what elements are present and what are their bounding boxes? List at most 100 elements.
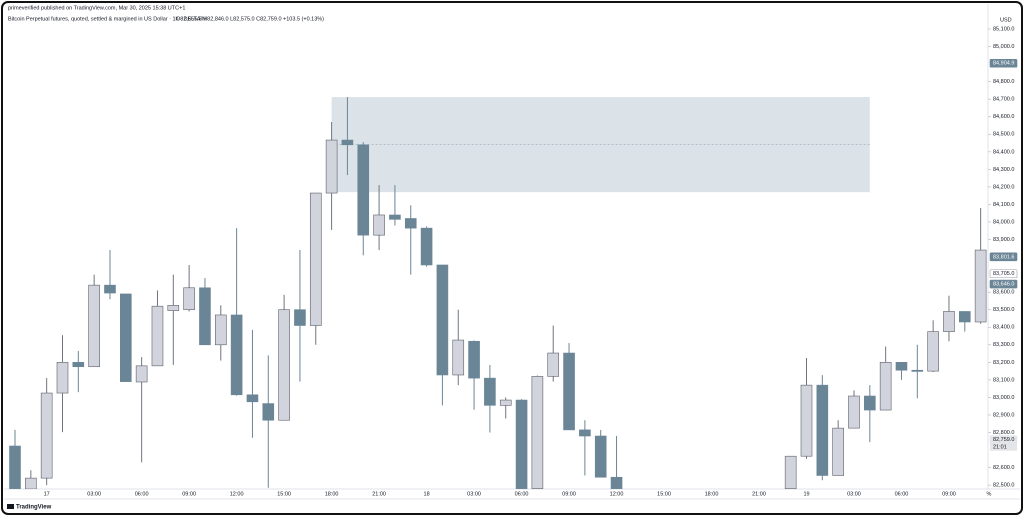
- candle-body: [515, 399, 528, 489]
- y-tick-label: 84,400.0: [993, 149, 1014, 155]
- y-tick-label: 85,100.0: [993, 26, 1014, 32]
- x-tick-label: 18:00: [705, 491, 719, 497]
- x-tick-label: 09:00: [182, 491, 196, 497]
- y-tick-label: 84,500.0: [993, 132, 1014, 138]
- y-tick-label: 83,400.0: [993, 325, 1014, 331]
- candle-body: [230, 314, 243, 396]
- price-label-box: [989, 269, 1018, 279]
- y-tick-label: 82,600.0: [993, 465, 1014, 471]
- x-tick-label: 09:00: [562, 491, 576, 497]
- currency: USD: [1000, 17, 1012, 23]
- candle-body: [199, 287, 211, 346]
- x-tick-label: 03:00: [87, 491, 101, 497]
- candle-body: [452, 339, 465, 376]
- axis-layer: 85,100.0 85,000.0 84,800.0 84,700.0 84,600.0…: [44, 26, 1018, 497]
- candle-body: [104, 284, 116, 294]
- candle-body: [40, 392, 53, 479]
- y-tick-label: 82,500.0: [993, 483, 1014, 489]
- x-tick-label: 21:00: [752, 491, 766, 497]
- candle-body: [88, 284, 100, 368]
- candle-body: [309, 192, 322, 326]
- y-tick-label: 83,500.0: [993, 307, 1014, 313]
- y-tick-label: 82,800.0: [993, 430, 1014, 436]
- candle-body: [120, 293, 132, 382]
- candle-body: [214, 314, 227, 346]
- price-label: 83,801.6: [993, 254, 1014, 260]
- candle-body: [25, 477, 37, 489]
- x-tick-label: 06:00: [515, 491, 529, 497]
- candle-body: [832, 427, 844, 476]
- candle-body: [848, 395, 860, 429]
- candle-body: [183, 287, 195, 311]
- y-tick-label: 84,600.0: [993, 114, 1014, 120]
- y-tick-label: 83,300.0: [993, 342, 1014, 348]
- price-label: 83,646.0: [993, 282, 1014, 288]
- x-tick-label: 12:00: [230, 491, 244, 497]
- price-label-box: [989, 252, 1018, 262]
- y-tick-label: 84,200.0: [993, 184, 1014, 190]
- candle-body: [404, 218, 417, 229]
- y-tick-label: 84,000.0: [993, 219, 1014, 225]
- candle-body: [167, 305, 180, 311]
- x-tick-label: 18: [424, 491, 430, 497]
- candle-layer: [9, 97, 987, 489]
- x-tick-label: 17: [44, 491, 50, 497]
- x-tick-label: 21:00: [372, 491, 386, 497]
- candle-body: [784, 455, 797, 489]
- candle-body: [816, 384, 829, 476]
- y-tick-label: 82,900.0: [993, 412, 1014, 418]
- candle-body: [294, 309, 306, 326]
- y-tick-label: 83,200.0: [993, 360, 1014, 366]
- x-tick-label: 03:00: [467, 491, 481, 497]
- candle-body: [531, 376, 544, 489]
- candle-body: [373, 214, 385, 236]
- candle-body: [563, 352, 575, 431]
- y-tick-label: 83,600.0: [993, 290, 1014, 296]
- x-tick-label: 09:00: [942, 491, 956, 497]
- candle-body: [135, 365, 148, 383]
- x-tick-label: 06:00: [135, 491, 149, 497]
- x-tick-label: 15:00: [277, 491, 291, 497]
- logo-mark: [7, 504, 14, 509]
- candle-body: [911, 369, 924, 372]
- y-tick-label: 84,100.0: [993, 202, 1014, 208]
- countdown-box: [990, 443, 1017, 451]
- candle-body: [72, 362, 85, 368]
- candle-body: [436, 264, 449, 376]
- chart-title: Bitcoin Perpetual futures, quoted, settl…: [8, 16, 206, 22]
- candle-body: [151, 305, 164, 367]
- candle-body: [357, 144, 370, 236]
- footer-text: TradingView: [16, 505, 52, 511]
- candle-body: [484, 377, 496, 406]
- candle-body: [943, 311, 955, 332]
- candle-body: [610, 476, 623, 489]
- candle-body: [389, 214, 401, 220]
- price-label: 82,759.0: [993, 437, 1014, 443]
- candle-body: [547, 352, 560, 377]
- candle-body: [594, 435, 607, 478]
- y-tick-label: 83,100.0: [993, 377, 1014, 383]
- candle-body: [927, 331, 939, 372]
- price-label-box: [989, 279, 1018, 289]
- y-tick-label: 84,800.0: [993, 79, 1014, 85]
- y-tick-label: 85,000.0: [993, 44, 1014, 50]
- ohlc-line: O82,655.5 H82,846.0 L82,575.0 C82,759.0 …: [176, 16, 324, 22]
- y-tick-label: 84,700.0: [993, 97, 1014, 103]
- candle-body: [262, 403, 275, 421]
- percent-button[interactable]: %: [987, 491, 992, 497]
- zone-layer: [331, 97, 870, 193]
- x-tick-label: 12:00: [610, 491, 624, 497]
- price-label: 84,904.9: [993, 61, 1014, 67]
- candle-body: [879, 362, 892, 411]
- candle-body: [974, 249, 987, 323]
- footer-logo: TradingView: [7, 504, 52, 511]
- price-label-box: [989, 58, 1018, 68]
- y-tick-label: 83,000.0: [993, 395, 1014, 401]
- candle-body: [56, 362, 69, 394]
- candle-body: [341, 139, 354, 146]
- candle-body: [579, 429, 591, 437]
- candle-body: [420, 227, 433, 266]
- candle-body: [9, 445, 21, 489]
- y-tick-label: 84,300.0: [993, 167, 1014, 173]
